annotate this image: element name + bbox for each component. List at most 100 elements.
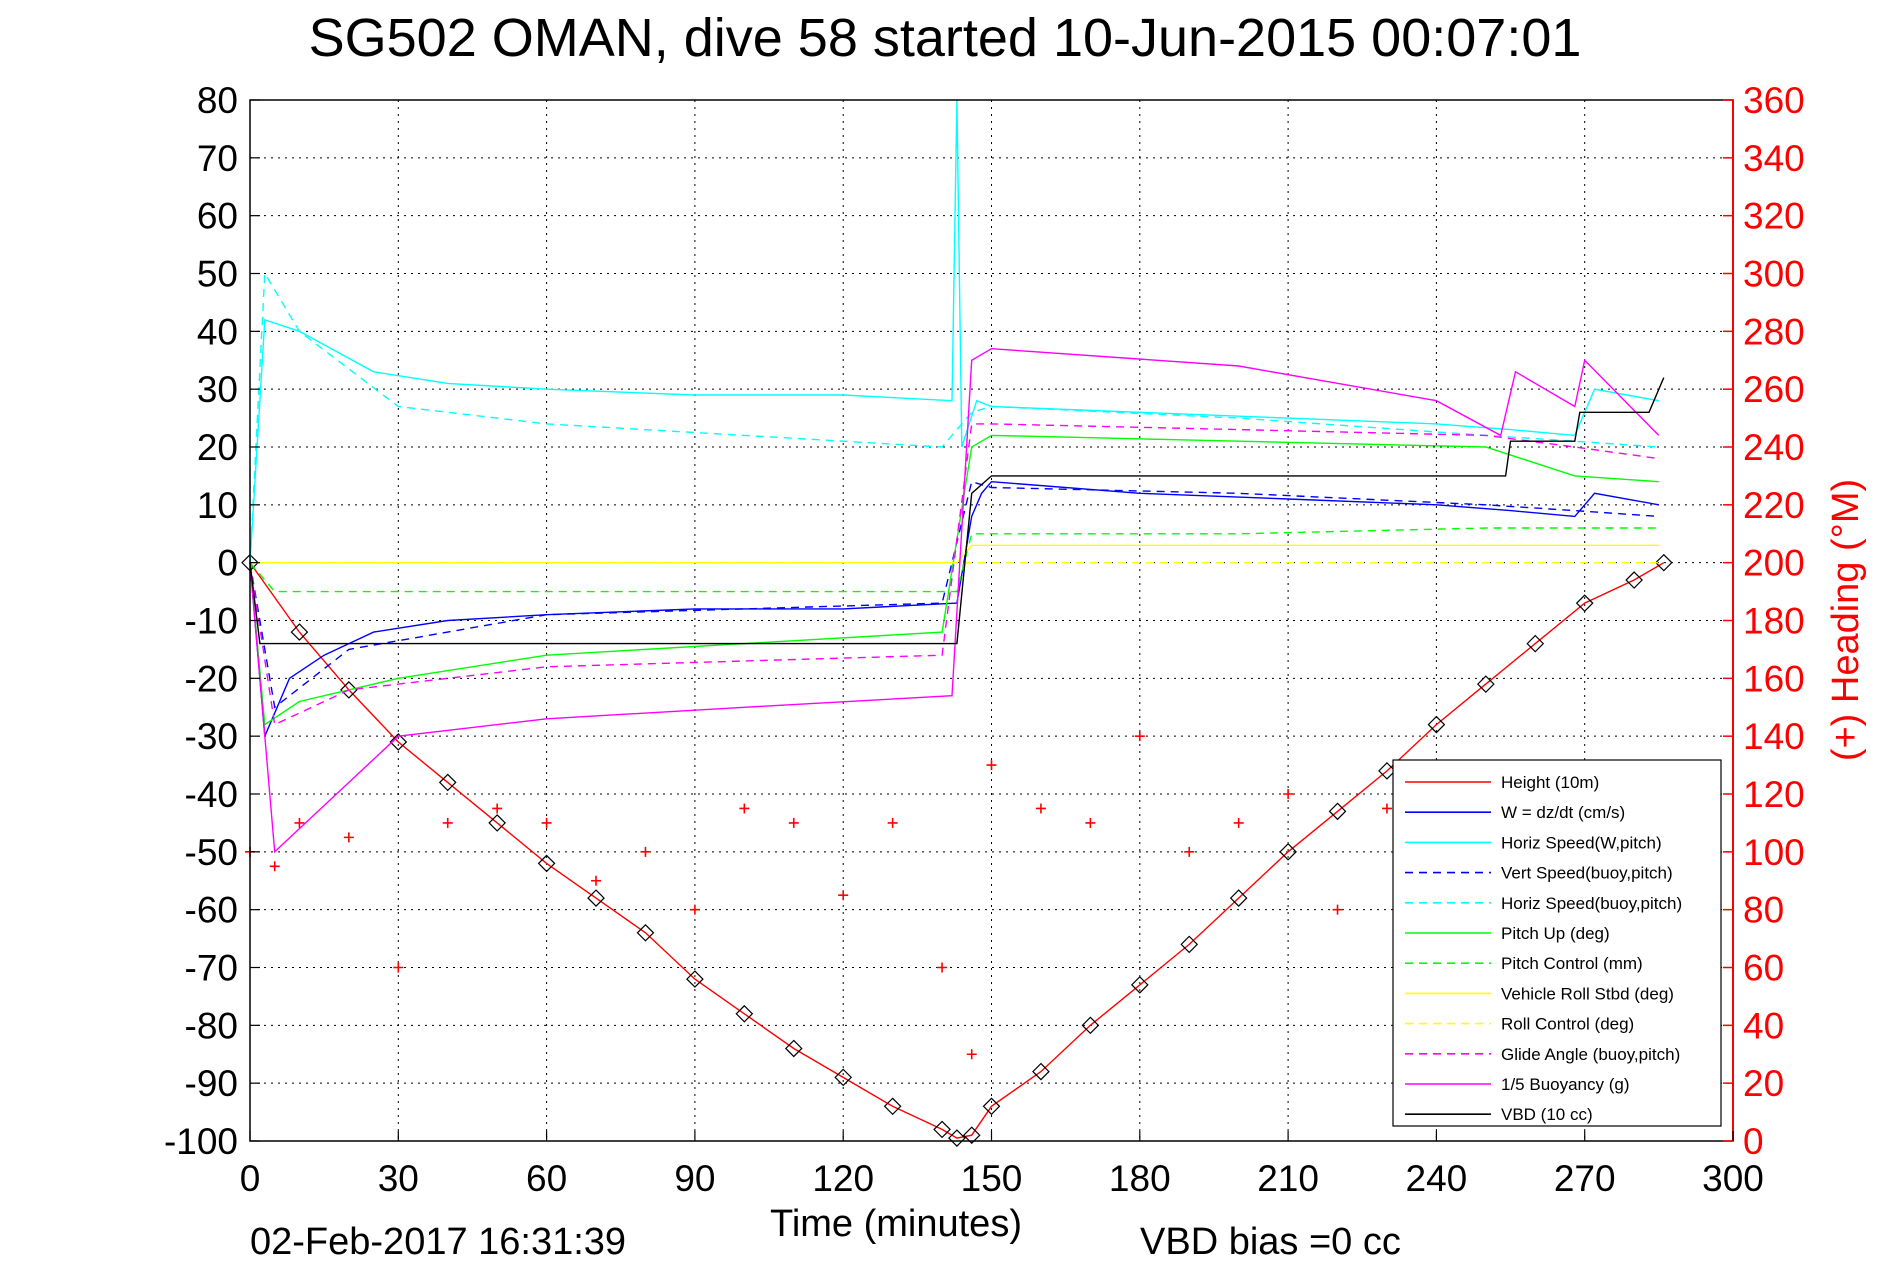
series-vbd-10-cc (249, 377, 1665, 645)
y-tick-label: -90 (185, 1063, 238, 1104)
right-y-tick-label: 300 (1743, 254, 1805, 295)
heading-point (393, 962, 404, 973)
chart-title: SG502 OMAN, dive 58 started 10-Jun-2015 … (309, 8, 1582, 68)
series-1-5-buoyancy-g-line (249, 347, 1660, 854)
right-y-tick-label: 320 (1743, 196, 1805, 237)
heading-point (1035, 803, 1046, 814)
right-y-tick-label: 120 (1743, 774, 1805, 815)
legend-entry: Horiz Speed(W,pitch) (1501, 833, 1662, 852)
height-point (883, 1097, 902, 1116)
heading-point (986, 760, 997, 771)
legend-entry: 1/5 Buoyancy (g) (1501, 1075, 1630, 1094)
height-point (948, 1129, 966, 1147)
y-tick-label: 10 (197, 485, 238, 526)
heading-point (689, 904, 700, 915)
series-pitch-up-deg (249, 434, 1659, 726)
heading-point (1332, 904, 1343, 915)
right-y-tick-label: 80 (1743, 890, 1784, 931)
height-point (1575, 594, 1594, 612)
tick-layer: 0 30 60 90 120 150 180 210 240 270 300807060504030… (164, 80, 1805, 1199)
right-y-tick-label: 340 (1743, 138, 1805, 179)
legend-entry: Horiz Speed(buoy,pitch) (1501, 894, 1682, 913)
x-tick-label: 150 (961, 1158, 1023, 1199)
height-point (1081, 1016, 1100, 1035)
x-tick-label: 0 (240, 1158, 261, 1199)
height-point (1476, 675, 1495, 693)
right-y-tick-label: 180 (1743, 601, 1805, 642)
right-y-tick-label: 60 (1743, 948, 1784, 989)
right-y-tick-label: 20 (1743, 1063, 1784, 1104)
y-tick-label: 0 (217, 543, 238, 584)
series-glide-angle-buoy-pitch-line (249, 423, 1659, 726)
series-w-dz-dt-cm-s-line (249, 480, 1659, 737)
series-height-10m-line (249, 562, 1665, 1139)
x-tick-label: 210 (1257, 1158, 1319, 1199)
height-point (1229, 889, 1248, 907)
x-tick-label: 300 (1702, 1158, 1764, 1199)
height-point (290, 623, 309, 641)
heading-point (1283, 789, 1294, 799)
height-point (1625, 571, 1643, 589)
right-y-tick-label: 280 (1743, 311, 1805, 352)
heading-point (838, 890, 849, 901)
y-tick-label: -40 (185, 774, 238, 815)
heading-point (541, 817, 552, 828)
x-tick-label: 120 (812, 1158, 874, 1199)
y-tick-label: -60 (185, 890, 238, 931)
heading-point (1184, 846, 1195, 857)
heading-point (937, 962, 948, 973)
height-point (488, 814, 507, 832)
x-tick-label: 60 (526, 1158, 567, 1199)
right-y-tick-label: 140 (1743, 716, 1805, 757)
height-point (1328, 802, 1347, 821)
legend-entry: Height (10m) (1501, 773, 1599, 792)
heading-point (640, 846, 651, 857)
series-glide-angle-buoy-pitch (249, 423, 1659, 726)
height-point (340, 681, 358, 699)
height-point (389, 733, 408, 751)
height-point (1130, 976, 1149, 994)
series-horiz-speed-w-pitch-line (249, 99, 1659, 563)
heading-point (739, 803, 750, 814)
legend-entry: Glide Angle (buoy,pitch) (1501, 1045, 1680, 1064)
y-tick-label: -10 (185, 601, 238, 642)
height-point (962, 1126, 981, 1145)
heading-point (343, 832, 354, 843)
series-vehicle-roll-stbd-deg-line (250, 544, 1659, 564)
y-tick-label: 50 (197, 254, 238, 295)
height-point (834, 1068, 853, 1087)
right-y-tick-label: 260 (1743, 369, 1805, 410)
series-height-10m (241, 553, 1673, 1147)
height-point (1654, 553, 1673, 572)
heading-point (1381, 803, 1392, 814)
height-point (636, 923, 655, 942)
right-y-tick-label: 100 (1743, 832, 1805, 873)
height-point (1279, 842, 1297, 861)
right-y-tick-label: 240 (1743, 427, 1805, 468)
heading-point (442, 817, 453, 828)
right-y-tick-label: 200 (1743, 543, 1805, 584)
series-layer (241, 99, 1673, 1147)
heading-point (591, 875, 602, 886)
y-tick-label: -80 (185, 1005, 238, 1046)
series-vehicle-roll-stbd-deg (250, 544, 1659, 564)
x-tick-label: 30 (378, 1158, 419, 1199)
heading-point (1085, 817, 1096, 828)
right-y-tick-label: 220 (1743, 485, 1805, 526)
y-tick-label: 70 (197, 138, 238, 179)
height-point (537, 854, 556, 873)
footer-vbd-bias: VBD bias =0 cc (1140, 1221, 1401, 1262)
right-y-tick-label: 360 (1743, 80, 1805, 121)
y-tick-label: 20 (197, 427, 238, 468)
right-y-tick-label: 40 (1743, 1005, 1784, 1046)
legend-box (1392, 759, 1722, 1127)
y-tick-label: 40 (197, 311, 238, 352)
height-point (933, 1120, 951, 1139)
height-point (587, 889, 605, 907)
heading-point (492, 803, 503, 814)
heading-point (788, 817, 799, 828)
height-point (1378, 762, 1396, 780)
legend-entry: W = dz/dt (cm/s) (1501, 803, 1625, 822)
heading-point (966, 1049, 977, 1060)
